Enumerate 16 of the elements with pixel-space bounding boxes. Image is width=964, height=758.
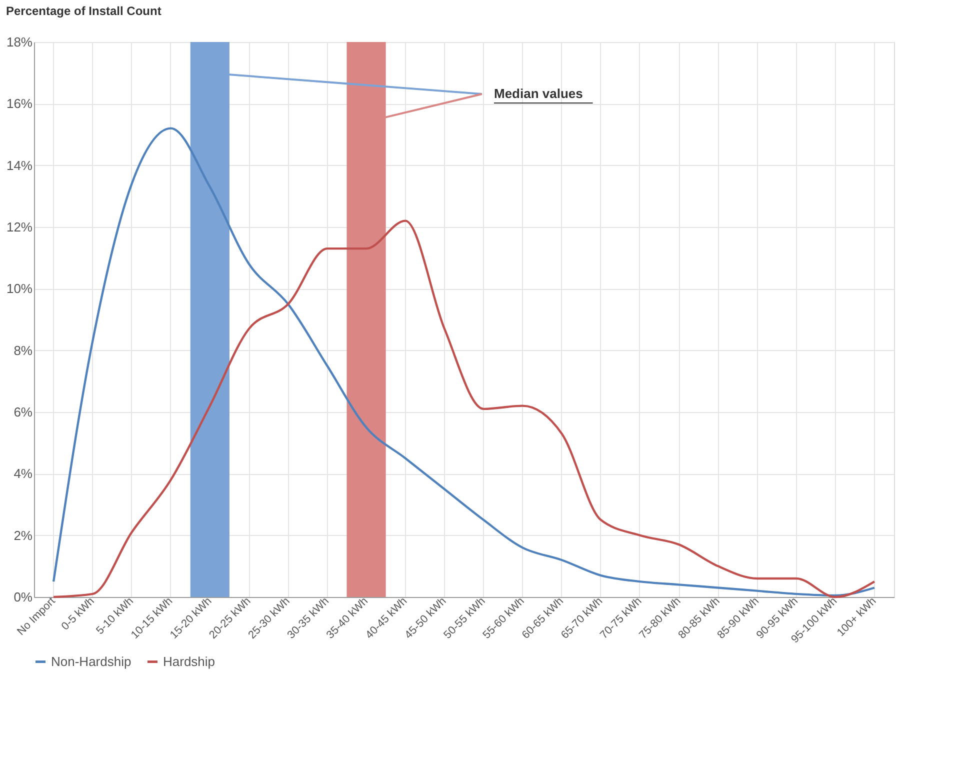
y-tick-label: 8% [14, 342, 33, 358]
y-tick-label: 14% [6, 158, 33, 173]
y-tick-label: 18% [6, 34, 33, 50]
y-tick-label: 16% [6, 96, 33, 112]
x-tick-label: 0-5 kWh [59, 595, 97, 633]
annotation: Median values [494, 86, 583, 101]
y-tick-label: 12% [6, 220, 33, 234]
y-tick-label: 2% [14, 528, 33, 543]
y-tick-label: 6% [14, 404, 33, 420]
line-series [52, 127, 876, 597]
y-tick-label: 10% [6, 281, 33, 296]
legend-label: Non-Hardship [51, 654, 132, 669]
line-series [52, 220, 876, 598]
y-tick-label: 4% [14, 466, 33, 482]
legend-label: Hardship [163, 654, 216, 669]
y-axis-title: Percentage of Install Count [6, 4, 162, 18]
